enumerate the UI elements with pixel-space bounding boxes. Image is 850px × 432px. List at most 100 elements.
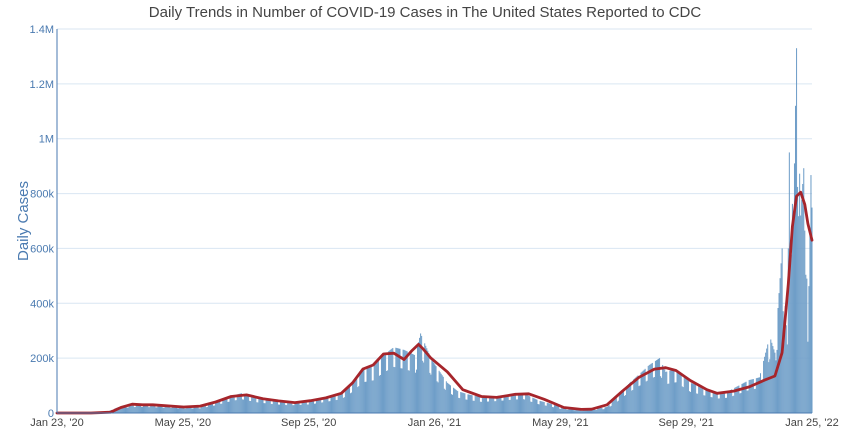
daily-bar	[135, 404, 137, 413]
daily-bar	[235, 400, 237, 413]
daily-bar	[718, 398, 720, 413]
daily-bar	[193, 406, 195, 413]
daily-bar	[202, 405, 204, 413]
daily-bar	[259, 398, 261, 413]
daily-bar	[690, 383, 693, 413]
daily-bar	[602, 409, 604, 413]
daily-bar	[516, 399, 518, 413]
daily-bar	[620, 391, 622, 413]
daily-bar	[296, 401, 298, 413]
daily-bar	[564, 408, 566, 413]
daily-bar	[164, 405, 166, 413]
daily-bar	[810, 175, 812, 413]
daily-bar	[574, 410, 576, 413]
daily-bar	[761, 382, 763, 413]
daily-bar	[126, 407, 128, 413]
daily-bar	[219, 400, 221, 413]
daily-bar	[615, 397, 617, 413]
daily-bar	[265, 399, 267, 413]
daily-bar	[428, 353, 430, 413]
daily-bar	[338, 393, 340, 413]
daily-bar	[701, 386, 703, 413]
daily-bar	[251, 396, 253, 413]
daily-bar	[549, 403, 551, 413]
y-axis-label: Daily Cases	[15, 181, 32, 261]
daily-bar	[155, 407, 157, 413]
daily-bar	[133, 407, 135, 413]
daily-bar	[184, 408, 186, 413]
daily-bar	[743, 382, 745, 413]
x-tick-label: Jan 25, '22	[785, 417, 838, 429]
daily-bar	[540, 401, 542, 413]
daily-bar	[125, 405, 127, 413]
x-tick-label: Jan 23, '20	[30, 417, 83, 429]
daily-bar	[285, 405, 287, 413]
daily-bar	[288, 401, 290, 413]
daily-bar	[596, 409, 598, 413]
y-tick-labels: 0 200k 400k 600k 800k 1M 1.2M 1.4M	[30, 24, 55, 420]
daily-bar	[329, 401, 331, 413]
daily-bar	[519, 393, 522, 413]
daily-bar	[376, 361, 378, 413]
daily-bar	[438, 370, 440, 413]
daily-bar	[737, 386, 739, 413]
daily-bar	[523, 399, 525, 413]
daily-bar	[210, 403, 213, 413]
daily-bar	[297, 401, 299, 413]
daily-bar	[741, 383, 743, 413]
daily-bar	[145, 404, 147, 413]
daily-bar	[643, 369, 645, 413]
daily-bar	[696, 393, 698, 413]
daily-bar	[270, 403, 272, 413]
daily-bar	[793, 163, 796, 413]
daily-bar	[723, 391, 725, 413]
daily-bar	[472, 400, 474, 413]
daily-bar	[233, 395, 235, 413]
daily-bar	[490, 396, 492, 413]
daily-bar	[379, 374, 381, 413]
daily-bar	[573, 410, 575, 413]
daily-bar	[546, 402, 548, 413]
daily-bar	[199, 408, 201, 413]
daily-bar	[374, 364, 376, 413]
daily-bar	[676, 370, 678, 413]
daily-bar	[699, 386, 701, 413]
daily-bar	[651, 362, 653, 413]
daily-bar	[754, 388, 756, 413]
daily-bar	[719, 392, 721, 413]
daily-bar	[250, 401, 252, 413]
daily-bar	[806, 278, 808, 413]
daily-bar	[240, 393, 242, 413]
daily-bar	[160, 405, 162, 413]
daily-bar	[480, 401, 482, 413]
daily-bar	[232, 395, 234, 413]
daily-bar	[172, 405, 174, 413]
daily-bar	[365, 381, 367, 413]
daily-bar	[321, 402, 323, 413]
daily-bar	[522, 393, 524, 413]
daily-bar	[782, 311, 784, 413]
daily-bar	[702, 387, 704, 413]
average-line	[55, 190, 814, 415]
daily-bar	[675, 382, 677, 413]
x-tick-labels: Jan 23, '20 May 25, '20 Sep 25, '20 Jan 26,…	[30, 417, 838, 429]
daily-bar	[439, 372, 441, 413]
daily-bar	[800, 215, 802, 413]
daily-bar	[252, 396, 254, 413]
daily-bar	[276, 400, 278, 413]
daily-bar	[257, 402, 259, 413]
daily-bar	[167, 405, 169, 413]
daily-bar	[382, 355, 385, 413]
daily-bar	[592, 409, 594, 413]
daily-bar	[736, 386, 738, 413]
daily-bar	[711, 397, 713, 413]
daily-bar	[673, 369, 675, 413]
daily-bar	[729, 390, 731, 413]
daily-bar	[137, 404, 139, 413]
daily-bar	[391, 348, 393, 413]
daily-bar	[460, 392, 462, 413]
daily-bar	[775, 360, 777, 413]
daily-bar	[267, 399, 269, 413]
daily-bar	[292, 405, 294, 413]
daily-bar	[136, 404, 138, 413]
